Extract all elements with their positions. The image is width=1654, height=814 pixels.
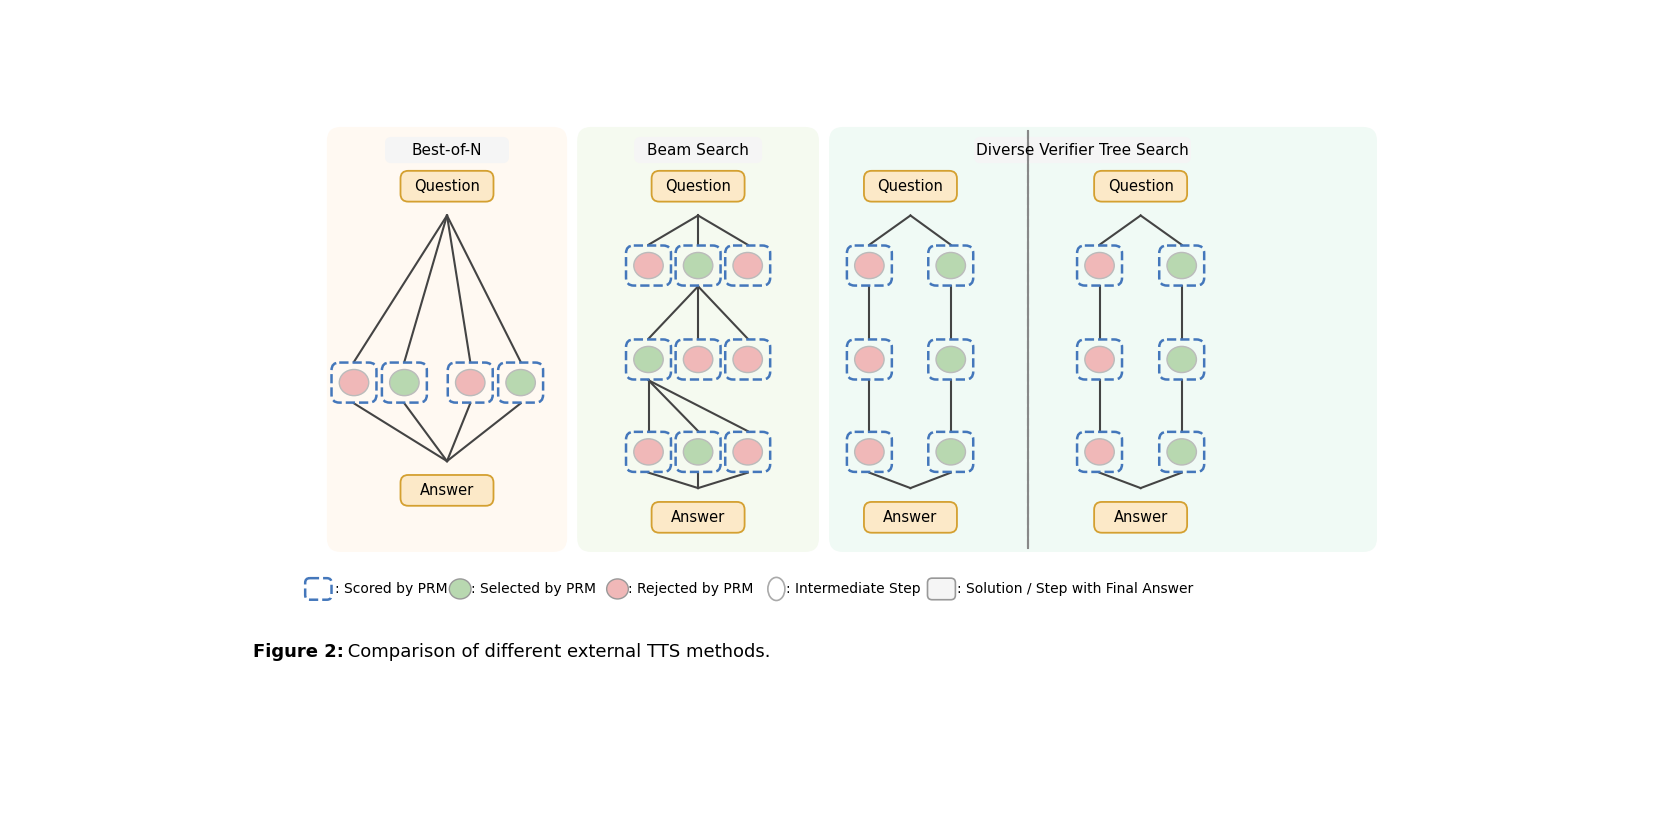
Ellipse shape	[855, 347, 885, 373]
Ellipse shape	[1085, 347, 1115, 373]
Text: Comparison of different external TTS methods.: Comparison of different external TTS met…	[342, 643, 771, 661]
FancyBboxPatch shape	[829, 127, 1378, 552]
Text: Diverse Verifier Tree Search: Diverse Verifier Tree Search	[976, 142, 1189, 158]
Ellipse shape	[936, 252, 966, 278]
Text: Question: Question	[1108, 179, 1174, 194]
Text: Best-of-N: Best-of-N	[412, 142, 483, 158]
Text: Question: Question	[414, 179, 480, 194]
Ellipse shape	[339, 370, 369, 396]
Text: Answer: Answer	[883, 510, 938, 525]
FancyBboxPatch shape	[400, 171, 493, 202]
Ellipse shape	[390, 370, 418, 396]
Text: Answer: Answer	[420, 483, 475, 498]
FancyBboxPatch shape	[974, 137, 1191, 163]
Text: : Scored by PRM: : Scored by PRM	[334, 582, 447, 596]
Text: Beam Search: Beam Search	[647, 142, 749, 158]
Text: Question: Question	[665, 179, 731, 194]
FancyBboxPatch shape	[577, 127, 819, 552]
Ellipse shape	[607, 579, 629, 599]
Ellipse shape	[1168, 347, 1196, 373]
Ellipse shape	[733, 252, 762, 278]
FancyBboxPatch shape	[633, 137, 762, 163]
Ellipse shape	[506, 370, 536, 396]
Ellipse shape	[1168, 439, 1196, 465]
Text: : Rejected by PRM: : Rejected by PRM	[629, 582, 754, 596]
FancyBboxPatch shape	[327, 127, 567, 552]
Ellipse shape	[733, 347, 762, 373]
Text: : Solution / Step with Final Answer: : Solution / Step with Final Answer	[958, 582, 1193, 596]
Ellipse shape	[855, 252, 885, 278]
Text: Answer: Answer	[672, 510, 724, 525]
Ellipse shape	[1085, 439, 1115, 465]
Text: Question: Question	[878, 179, 943, 194]
Ellipse shape	[633, 347, 663, 373]
Ellipse shape	[633, 252, 663, 278]
Ellipse shape	[936, 347, 966, 373]
FancyBboxPatch shape	[385, 137, 509, 163]
FancyBboxPatch shape	[863, 502, 958, 532]
Text: : Selected by PRM: : Selected by PRM	[471, 582, 595, 596]
Text: : Intermediate Step: : Intermediate Step	[786, 582, 921, 596]
FancyBboxPatch shape	[400, 475, 493, 505]
FancyBboxPatch shape	[652, 502, 744, 532]
Ellipse shape	[936, 439, 966, 465]
FancyBboxPatch shape	[863, 171, 958, 202]
Ellipse shape	[633, 439, 663, 465]
Ellipse shape	[683, 252, 713, 278]
Ellipse shape	[855, 439, 885, 465]
Ellipse shape	[683, 439, 713, 465]
Ellipse shape	[455, 370, 485, 396]
Ellipse shape	[450, 579, 471, 599]
Text: Answer: Answer	[1113, 510, 1168, 525]
Ellipse shape	[1085, 252, 1115, 278]
FancyBboxPatch shape	[1095, 502, 1188, 532]
Ellipse shape	[1168, 252, 1196, 278]
Ellipse shape	[683, 347, 713, 373]
FancyBboxPatch shape	[928, 578, 956, 600]
FancyBboxPatch shape	[1095, 171, 1188, 202]
Text: Figure 2:: Figure 2:	[253, 643, 344, 661]
FancyBboxPatch shape	[652, 171, 744, 202]
Ellipse shape	[733, 439, 762, 465]
Ellipse shape	[767, 577, 786, 601]
